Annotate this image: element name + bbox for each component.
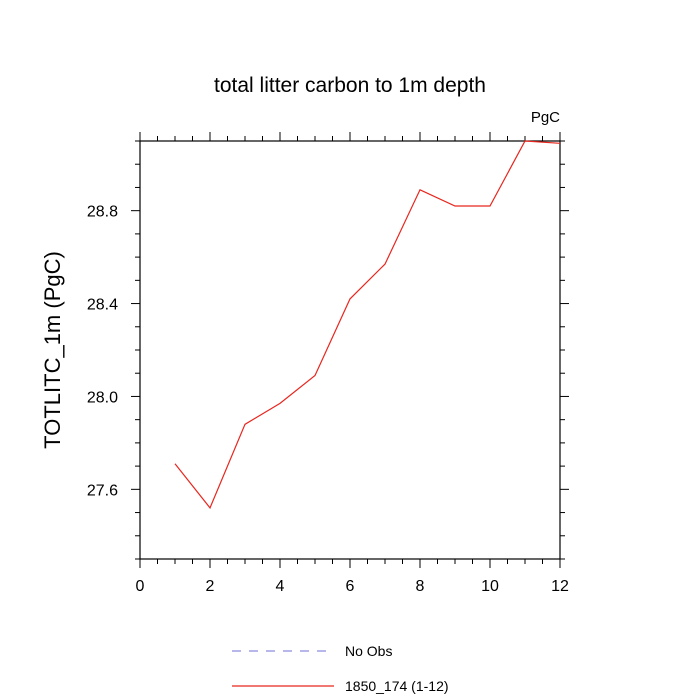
legend-label: 1850_174 (1-12) bbox=[345, 678, 449, 694]
y-tick-label: 27.6 bbox=[87, 482, 118, 499]
y-tick-label: 28.4 bbox=[87, 297, 118, 314]
x-tick-label: 4 bbox=[276, 578, 285, 595]
y-axis-ticks: 27.6 28.0 28.4 28.8 bbox=[87, 140, 569, 560]
x-tick-label: 8 bbox=[416, 578, 425, 595]
x-axis-ticks: 0 2 4 6 8 10 12 bbox=[136, 132, 569, 595]
x-tick-label: 12 bbox=[551, 578, 569, 595]
x-tick-label: 2 bbox=[206, 578, 215, 595]
plot-frame bbox=[139, 140, 561, 560]
x-tick-label: 6 bbox=[346, 578, 355, 595]
x-tick-label: 10 bbox=[481, 578, 499, 595]
legend-label: No Obs bbox=[345, 643, 392, 659]
chart-title: total litter carbon to 1m depth bbox=[214, 74, 486, 97]
series-line bbox=[174, 140, 561, 510]
units-label: PgC bbox=[531, 109, 560, 126]
series-layer bbox=[174, 140, 561, 510]
y-tick-label: 28.0 bbox=[87, 389, 118, 406]
legend: No Obs 1850_174 (1-12) bbox=[232, 643, 449, 694]
y-tick-label: 28.8 bbox=[87, 204, 118, 221]
x-tick-label: 0 bbox=[136, 578, 145, 595]
y-axis-label: TOTLITC_1m (PgC) bbox=[40, 251, 65, 449]
axes bbox=[139, 140, 561, 560]
